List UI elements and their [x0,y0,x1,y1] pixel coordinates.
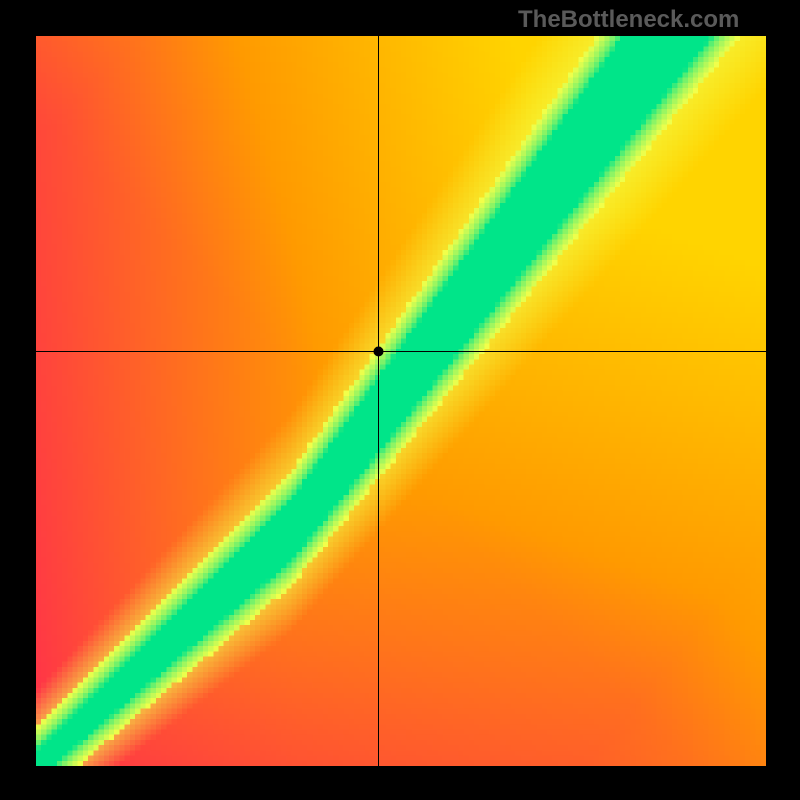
watermark-text: TheBottleneck.com [518,6,739,34]
crosshair-overlay [36,36,766,766]
